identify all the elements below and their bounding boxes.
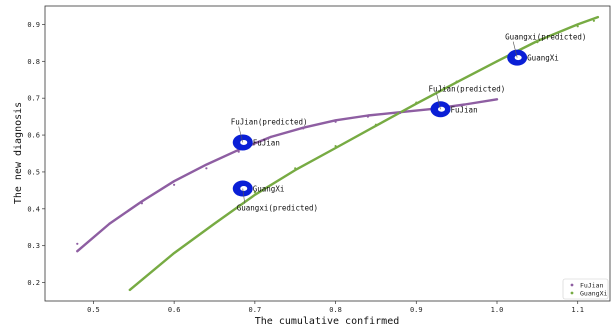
marker-center <box>240 139 248 145</box>
data-point-fujian <box>205 167 208 170</box>
fit-curve-fujian <box>76 98 499 253</box>
y-tick-label: 0.4 <box>27 205 40 213</box>
y-tick-label: 0.2 <box>27 279 40 287</box>
marker-predicted-label: Guangxi(predicted) <box>237 204 318 213</box>
data-point-fujian <box>399 111 402 114</box>
marker-center <box>240 186 248 192</box>
x-tick-label: 1.0 <box>491 306 504 314</box>
legend-label-guangxi: GuangXi <box>580 290 607 298</box>
marker-predicted-label: FuJian(predicted) <box>429 84 506 93</box>
data-point-fujian <box>108 222 111 225</box>
x-tick-label: 0.5 <box>87 306 100 314</box>
annotation-leader <box>512 41 518 58</box>
marker-center <box>514 55 522 61</box>
legend-marker-guangxi <box>570 291 574 295</box>
y-tick-label: 0.5 <box>27 168 40 176</box>
marker-predicted-label: Guangxi(predicted) <box>505 33 586 42</box>
legend-box <box>562 278 609 300</box>
marker-label: GuangXi <box>527 54 559 63</box>
x-tick-label: 1.1 <box>571 306 584 314</box>
y-tick-label: 0.9 <box>27 21 40 29</box>
x-tick-label: 0.8 <box>329 306 342 314</box>
marker-center <box>438 106 445 112</box>
x-tick-label: 0.7 <box>249 306 262 314</box>
data-point-fujian <box>334 120 337 123</box>
y-tick-label: 0.6 <box>27 132 40 140</box>
data-point-fujian <box>253 141 256 144</box>
annotation-leader <box>242 188 246 204</box>
data-point-guangxi <box>536 41 539 44</box>
annotation-leader <box>238 126 244 143</box>
y-axis-title: The new diagnosis <box>13 102 24 204</box>
data-point-guangxi <box>253 191 256 194</box>
y-tick-label: 0.7 <box>27 95 40 103</box>
data-point-fujian <box>269 135 273 138</box>
marker-label: FuJian <box>253 138 280 147</box>
data-point-guangxi <box>455 80 458 83</box>
data-point-fujian <box>140 202 143 205</box>
x-tick-label: 0.9 <box>410 306 423 314</box>
marker-label: GuangXi <box>253 185 285 194</box>
data-point-guangxi <box>576 25 579 28</box>
legend-label-fujian: FuJian <box>580 282 604 290</box>
annotation-leader <box>436 93 441 110</box>
legend: FuJian GuangXi <box>562 278 609 300</box>
data-point-guangxi <box>495 60 499 63</box>
data-point-fujian <box>302 127 305 130</box>
y-tick-label: 0.8 <box>27 58 40 66</box>
x-axis-title: The cumulative confirmed <box>255 316 400 327</box>
data-point-guangxi <box>294 167 297 170</box>
data-point-guangxi <box>334 145 337 148</box>
data-point-fujian <box>76 242 79 245</box>
data-point-guangxi <box>592 19 596 22</box>
data-point-fujian <box>237 150 240 153</box>
data-point-fujian <box>366 115 369 118</box>
legend-marker-fujian <box>570 283 574 287</box>
data-point-guangxi <box>415 101 418 104</box>
marker-predicted-label: FuJian(predicted) <box>231 117 308 126</box>
x-tick-label: 0.6 <box>168 306 181 314</box>
marker-label: FuJian <box>451 105 478 114</box>
y-tick-label: 0.3 <box>27 242 40 250</box>
data-point-guangxi <box>374 123 377 126</box>
data-point-fujian <box>173 183 176 186</box>
